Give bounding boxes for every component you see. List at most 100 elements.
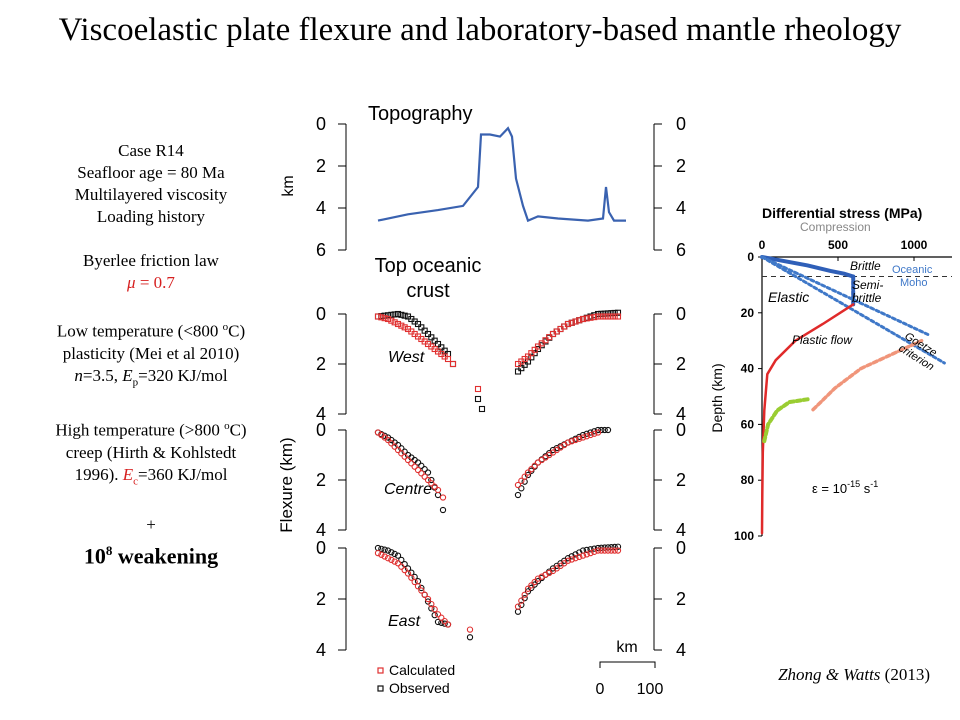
calculated-point — [576, 553, 583, 561]
strain-rate-label: ε = 10-15 s-1 — [812, 479, 878, 496]
calculated-point — [414, 466, 422, 474]
observed-point — [521, 361, 528, 368]
flexure-east-right-tick-label: 2 — [676, 589, 686, 609]
calculated-point — [591, 548, 598, 555]
observed-point — [388, 549, 395, 556]
calculated-point — [601, 313, 608, 320]
stress-curve-byerlee — [760, 255, 931, 337]
calculated-point — [601, 547, 608, 554]
calculated-point — [474, 385, 482, 393]
calculated-point — [583, 551, 590, 558]
observed-point — [591, 428, 598, 435]
stress-x-tick-label: 0 — [759, 238, 766, 252]
seafloor-age: Seafloor age = 80 Ma — [77, 163, 225, 182]
calculated-point — [418, 470, 425, 477]
observed-point — [434, 340, 442, 348]
stress-x-tick-label: 1000 — [901, 238, 928, 252]
legend: Calculated Observed — [377, 662, 455, 696]
observed-point — [394, 310, 402, 318]
observed-point — [514, 491, 522, 499]
observed-point — [434, 618, 442, 626]
flexure-centre-left-tick-label: 4 — [316, 520, 326, 540]
scale-bar-unit: km — [616, 639, 637, 656]
legend-calculated-label: Calculated — [389, 662, 455, 678]
observed-point — [601, 426, 608, 434]
calculated-point — [531, 578, 538, 586]
topography-left-tick-label: 2 — [316, 156, 326, 176]
observed-point — [518, 485, 525, 492]
observed-point — [608, 310, 615, 317]
calculated-point — [524, 353, 532, 360]
calculated-point — [564, 320, 572, 328]
observed-point — [391, 311, 398, 318]
flexure-east-left-tick-label: 4 — [316, 640, 326, 660]
topography-right-tick-label: 6 — [676, 240, 686, 260]
calculated-point — [411, 463, 418, 470]
annot-moho: Moho — [900, 277, 928, 289]
calculated-point — [391, 319, 398, 326]
calculated-point — [388, 556, 395, 564]
stress-y-tick-label: 100 — [734, 529, 754, 543]
stress-curves — [760, 255, 946, 535]
observed-point — [614, 309, 622, 316]
calculated-point — [378, 314, 385, 321]
calculated-point — [438, 614, 445, 621]
observed-point — [608, 544, 615, 551]
observed-point — [381, 546, 388, 553]
observed-point — [414, 459, 422, 466]
calculated-point — [401, 566, 408, 574]
observed-point — [424, 330, 432, 338]
calculated-point — [514, 603, 522, 610]
calculated-point — [424, 476, 432, 484]
observed-point — [428, 605, 435, 612]
topography-left-tick-label: 6 — [316, 240, 326, 260]
observed-point — [583, 546, 590, 554]
calculated-point — [568, 319, 575, 326]
stress-subtitle: Compression — [800, 220, 871, 234]
calculated-point — [428, 480, 435, 487]
stress-title: Differential stress (MPa) — [762, 205, 922, 221]
stress-curve-plastic-flow — [760, 303, 855, 535]
topography-ylabel: km — [280, 175, 297, 196]
calculated-point — [374, 313, 382, 320]
flexure-marks: West Centre East — [374, 309, 622, 641]
flexure-title-line-1: Top oceanic — [375, 255, 482, 277]
calculated-point — [604, 547, 612, 554]
annot-semi: Semi- — [852, 278, 883, 292]
plus-sign: + — [146, 515, 156, 535]
stress-curve-brittle — [760, 255, 856, 279]
topography-right-tick-label: 4 — [676, 198, 686, 218]
calculated-point — [594, 547, 602, 554]
calculated-point — [381, 553, 388, 560]
legend-observed-label: Observed — [389, 680, 450, 696]
observed-point — [431, 612, 438, 619]
calculated-point — [568, 438, 575, 445]
stress-y-tick-label: 80 — [741, 473, 755, 487]
observed-point — [418, 324, 425, 331]
flexure-ylabel: Flexure (km) — [277, 437, 296, 532]
low-temp-line-3: n=3.5, Ep=320 KJ/mol — [74, 365, 228, 389]
calculated-point — [421, 591, 428, 598]
calculated-point — [408, 460, 415, 467]
calculated-point — [404, 456, 412, 464]
annot-elastic: Elastic — [768, 289, 809, 305]
flexure-centre-left-tick-label: 2 — [316, 470, 326, 490]
observed-point — [391, 550, 398, 558]
observed-point — [401, 312, 408, 319]
high-temp-line-3: 1996). Ec=360 KJ/mol — [74, 464, 228, 488]
calculated-point — [521, 591, 528, 598]
flexure-axes: 0 02 24 40 02 24 40 02 24 4 — [316, 304, 686, 660]
observed-point — [478, 405, 486, 413]
observed-point — [528, 584, 535, 592]
citation: Zhong & Watts (2013) — [778, 665, 930, 684]
calculated-point — [598, 547, 605, 554]
observed-point — [438, 344, 445, 351]
topography-line — [377, 126, 626, 223]
calculated-point — [534, 343, 542, 350]
calculated-point — [608, 547, 615, 554]
calculated-point — [431, 606, 438, 613]
slide-title: Viscoelastic plate flexure and laborator… — [58, 12, 902, 48]
stress-y-tick-label: 40 — [741, 362, 755, 376]
stress-y-tick-label: 0 — [747, 250, 754, 264]
calculated-point — [587, 314, 594, 321]
